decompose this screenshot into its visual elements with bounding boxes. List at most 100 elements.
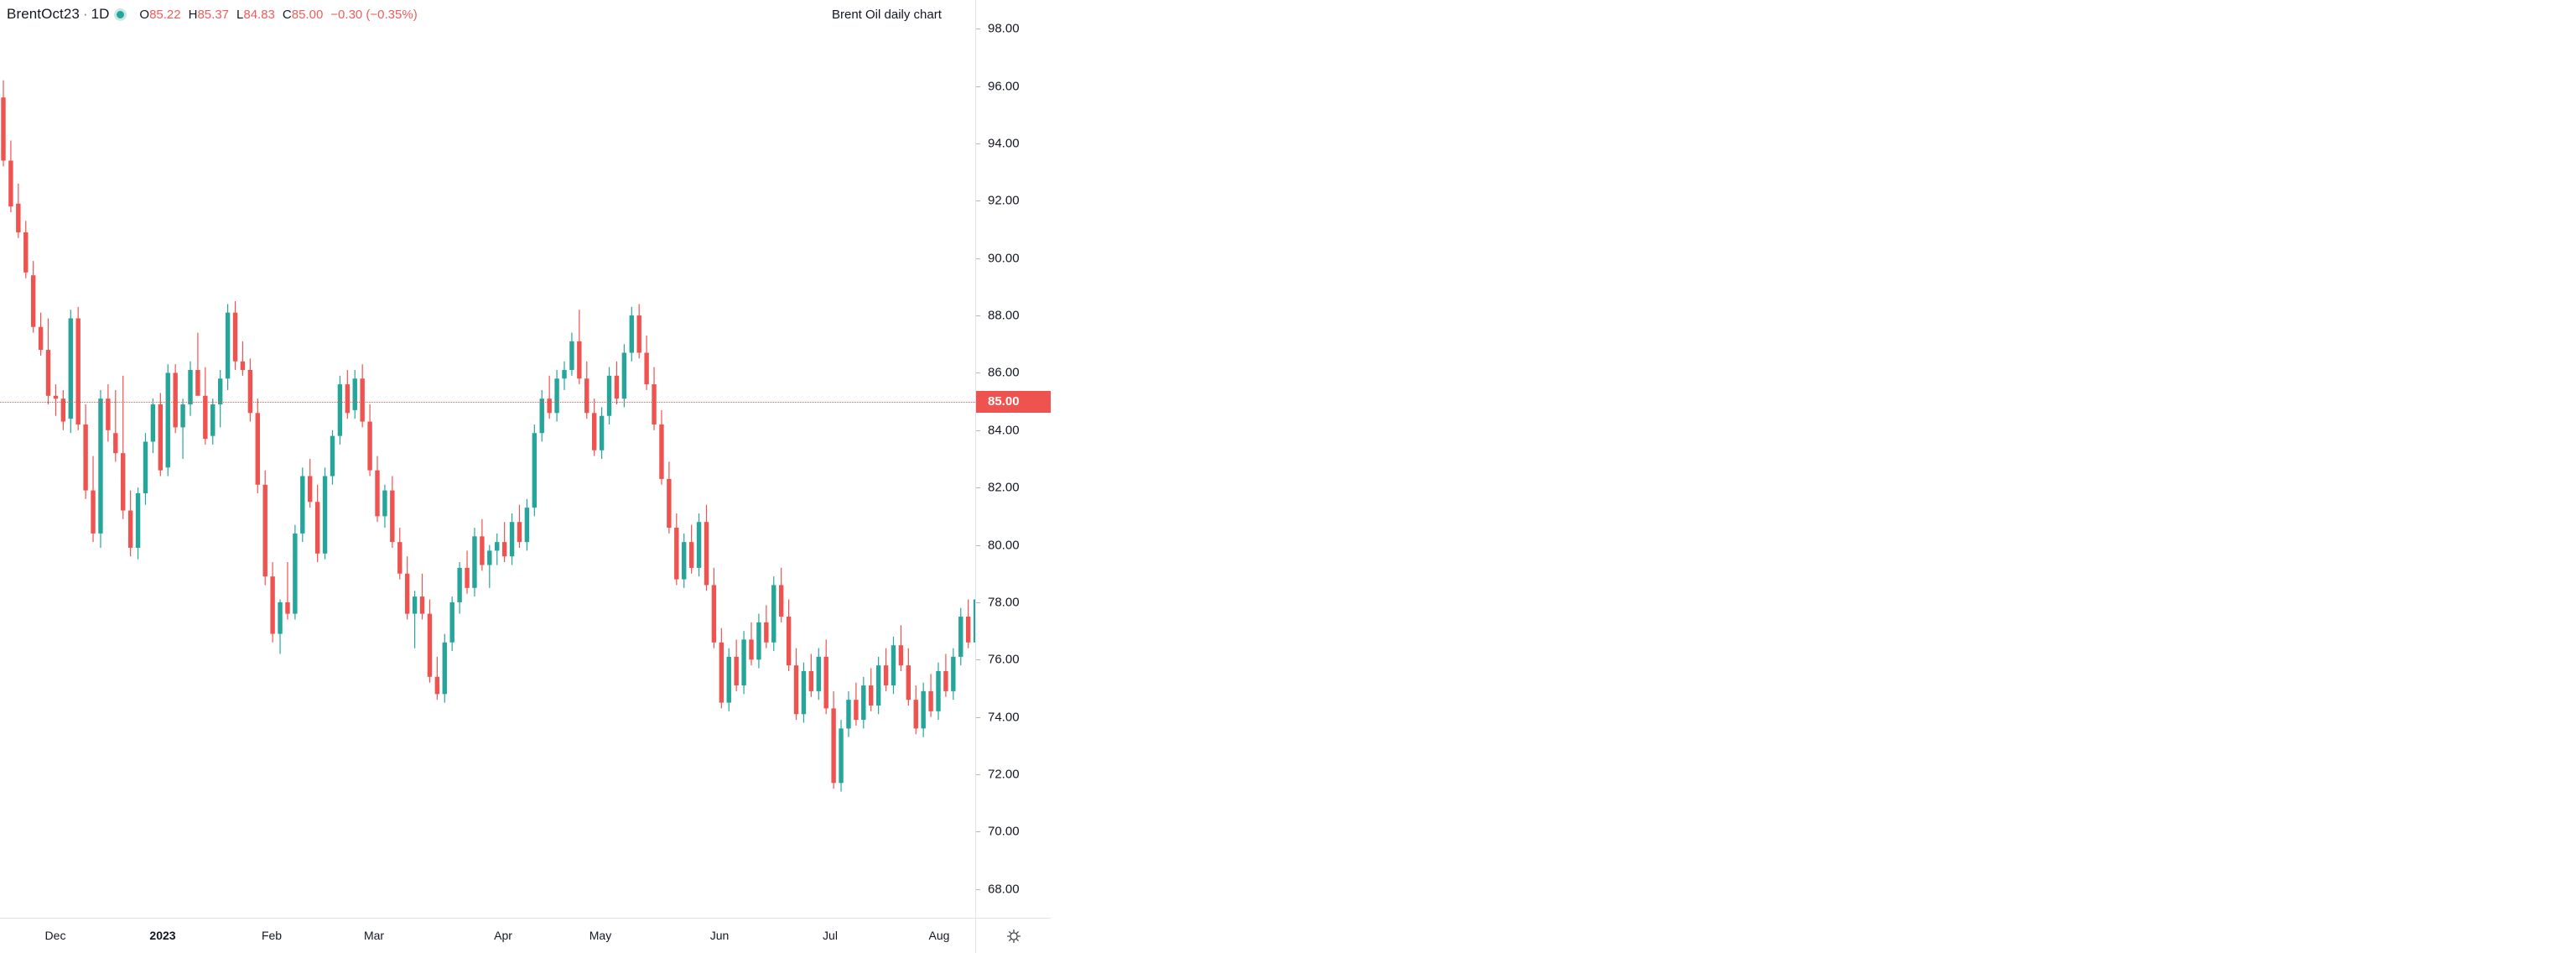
- candlestick: [539, 389, 544, 442]
- candlestick: [778, 567, 784, 622]
- time-axis-label: Mar: [363, 929, 385, 942]
- candlestick: [217, 370, 223, 428]
- candlestick: [382, 484, 387, 529]
- candlestick: [854, 682, 859, 726]
- candlestick: [449, 596, 454, 652]
- candlestick: [599, 407, 605, 459]
- candlestick: [584, 361, 589, 419]
- candlestick: [232, 300, 238, 371]
- candlestick: [203, 367, 208, 445]
- candlestick: [285, 562, 290, 620]
- candlestick: [786, 599, 792, 671]
- current-price-tick: [976, 401, 980, 403]
- candlestick: [106, 384, 111, 442]
- candlestick: [831, 690, 836, 789]
- candlestick: [30, 261, 36, 333]
- candlestick: [278, 599, 283, 654]
- price-axis-tick: [976, 774, 980, 776]
- candlestick: [509, 513, 515, 565]
- current-price-badge[interactable]: 85.00: [976, 390, 1051, 413]
- price-axis-label: 92.00: [988, 193, 1020, 208]
- candlestick: [16, 183, 21, 238]
- candlestick: [247, 358, 253, 422]
- candlestick: [869, 668, 874, 711]
- candlestick: [839, 720, 844, 792]
- candlestick: [674, 513, 679, 586]
- candlestick: [688, 524, 694, 574]
- price-axis-tick: [976, 888, 980, 890]
- candlestick: [330, 430, 335, 485]
- candlestick: [682, 533, 687, 588]
- candlestick: [53, 384, 59, 416]
- candlestick: [457, 562, 462, 614]
- price-axis-label: 76.00: [988, 652, 1020, 667]
- candlestick: [314, 484, 320, 563]
- candlestick: [352, 370, 357, 419]
- price-axis-label: 88.00: [988, 308, 1020, 323]
- price-axis[interactable]: 98.00 96.00 94.00 92.00 90.00 88.00 86.00 84.00…: [975, 0, 1051, 918]
- candlestick: [569, 332, 574, 376]
- price-axis-label: 68.00: [988, 882, 1020, 897]
- time-axis-label: Jul: [823, 929, 838, 942]
- candlestick: [554, 370, 559, 422]
- candlestick: [143, 433, 148, 505]
- candlestick: [524, 498, 530, 551]
- time-axis-label: Feb: [261, 929, 283, 942]
- candlestick: [1, 80, 6, 167]
- candlestick: [629, 306, 634, 362]
- price-axis-label: 72.00: [988, 767, 1020, 782]
- price-axis-tick: [976, 601, 980, 603]
- time-axis-label: May: [589, 929, 612, 942]
- price-axis-tick: [976, 544, 980, 546]
- candlestick: [91, 456, 96, 543]
- candlestick: [756, 613, 761, 669]
- candlestick: [734, 639, 739, 691]
- candlestick: [906, 648, 911, 706]
- chart-settings-button[interactable]: [975, 918, 1051, 953]
- candlestick: [652, 367, 657, 430]
- candlestick: [591, 398, 597, 456]
- candlestick: [397, 528, 402, 580]
- candlestick: [965, 599, 971, 648]
- candlestick: [300, 467, 305, 543]
- candlestick: [943, 654, 948, 697]
- candlestick: [667, 461, 672, 534]
- time-axis-label: 2023: [149, 929, 176, 942]
- candlestick: [793, 648, 799, 721]
- candlestick: [308, 459, 313, 508]
- price-axis-label: 94.00: [988, 136, 1020, 151]
- tradingview-chart-widget[interactable]: BrentOct23 · 1D O85.22 H85.37 L84.83 C85.00…: [0, 0, 1051, 953]
- candlestick-series[interactable]: [0, 0, 975, 918]
- price-pane[interactable]: [0, 0, 975, 918]
- candlestick: [367, 404, 372, 476]
- candlestick: [98, 389, 103, 548]
- price-axis-label: 82.00: [988, 480, 1020, 495]
- candlestick: [240, 341, 246, 376]
- candlestick: [23, 221, 29, 279]
- price-axis-tick: [976, 258, 980, 259]
- price-axis-tick: [976, 372, 980, 374]
- candlestick: [973, 599, 975, 643]
- candlestick: [532, 424, 538, 517]
- candlestick: [562, 361, 567, 390]
- candlestick: [749, 622, 754, 666]
- price-axis-tick: [976, 86, 980, 87]
- candlestick: [38, 312, 44, 356]
- candlestick: [255, 398, 260, 494]
- candlestick: [719, 628, 724, 709]
- time-axis-label: Aug: [928, 929, 950, 942]
- candlestick: [135, 487, 141, 560]
- candlestick: [390, 476, 395, 548]
- price-axis-label: 84.00: [988, 423, 1020, 438]
- candlestick: [711, 567, 717, 648]
- candlestick: [621, 344, 627, 408]
- candlestick: [726, 648, 731, 711]
- price-axis-tick: [976, 716, 980, 718]
- candlestick: [808, 654, 814, 697]
- candlestick: [958, 607, 963, 666]
- candlestick: [606, 367, 612, 424]
- candlestick: [195, 332, 200, 396]
- gear-icon: [1006, 929, 1021, 943]
- time-axis[interactable]: Dec 2023 Feb Mar Apr May Jun Jul Aug: [0, 918, 975, 953]
- candlestick: [696, 513, 702, 577]
